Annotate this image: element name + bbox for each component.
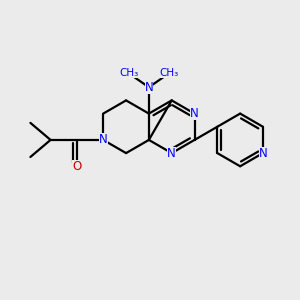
Text: CH₃: CH₃ [159,68,179,78]
Text: O: O [72,160,82,173]
Text: CH₃: CH₃ [119,68,138,78]
Text: N: N [167,147,176,160]
Text: N: N [259,147,267,160]
Text: N: N [190,107,199,120]
Text: N: N [145,81,153,94]
Text: N: N [99,134,108,146]
